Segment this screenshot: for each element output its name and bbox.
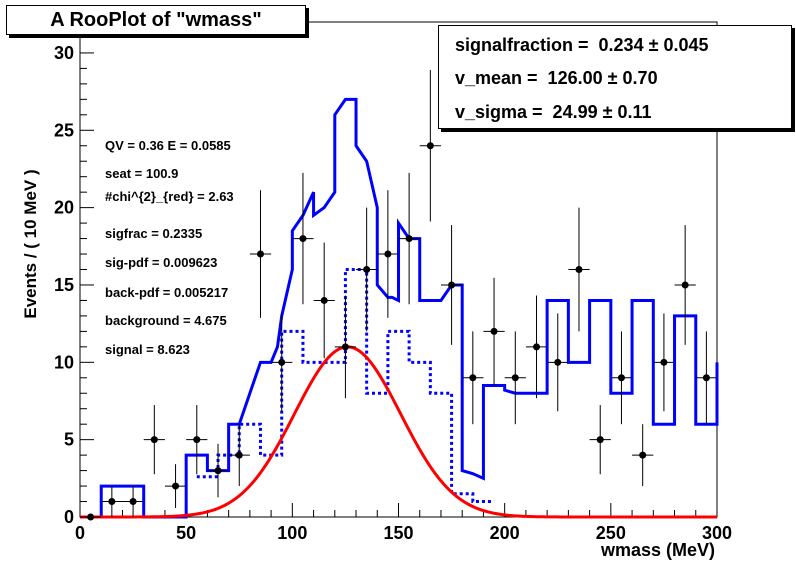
signal-curve-series bbox=[80, 345, 717, 519]
data-point bbox=[398, 172, 420, 305]
stat-sig-pdf: sig-pdf = 0.009623 bbox=[105, 255, 218, 270]
y-tick-label: 20 bbox=[54, 198, 74, 218]
data-point bbox=[207, 443, 229, 498]
param-v-mean: v_mean = 126.00 ± 0.70 bbox=[455, 68, 658, 89]
plot-title-box: A RooPlot of "wmass" bbox=[6, 5, 306, 35]
data-point bbox=[143, 405, 165, 475]
data-point bbox=[122, 486, 144, 517]
data-point bbox=[419, 69, 441, 222]
stat-back-pdf: back-pdf = 0.005217 bbox=[105, 285, 229, 300]
stat-chi2: #chi^{2}_{red} = 2.63 bbox=[105, 189, 234, 204]
plus-minus-symbol: ± bbox=[607, 68, 618, 88]
data-point bbox=[504, 331, 526, 425]
data-point bbox=[271, 313, 293, 412]
data-point bbox=[695, 331, 717, 425]
y-tick-label: 30 bbox=[54, 43, 74, 63]
y-tick-label: 5 bbox=[64, 430, 74, 450]
x-tick-label: 250 bbox=[596, 523, 626, 543]
plus-minus-symbol: ± bbox=[648, 35, 659, 55]
param-signalfraction-error: 0.045 bbox=[663, 35, 709, 55]
data-point bbox=[462, 331, 484, 425]
data-point bbox=[334, 295, 357, 399]
x-axis-label: wmass (MeV) bbox=[600, 540, 715, 560]
x-tick-label: 50 bbox=[176, 523, 196, 543]
param-signalfraction: signalfraction = 0.234 ± 0.045 bbox=[455, 35, 709, 56]
data-point bbox=[610, 331, 633, 425]
plus-minus-symbol: ± bbox=[602, 102, 613, 122]
data-point bbox=[164, 464, 187, 508]
data-point bbox=[356, 207, 378, 332]
param-signalfraction-value: signalfraction = 0.234 bbox=[455, 35, 644, 55]
data-point bbox=[568, 207, 590, 332]
x-tick-label: 200 bbox=[490, 523, 520, 543]
plot-title: A RooPlot of "wmass" bbox=[50, 9, 262, 31]
data-point bbox=[377, 190, 399, 318]
background-component-series bbox=[196, 268, 495, 504]
param-v-sigma: v_sigma = 24.99 ± 0.11 bbox=[455, 102, 652, 123]
data-point bbox=[589, 405, 611, 475]
data-point bbox=[440, 225, 463, 345]
stat-background: background = 4.675 bbox=[105, 313, 227, 328]
y-tick-label: 15 bbox=[54, 275, 74, 295]
y-tick-label: 25 bbox=[54, 120, 74, 140]
data-point bbox=[186, 405, 208, 475]
data-point bbox=[228, 424, 250, 487]
x-tick-label: 300 bbox=[702, 523, 732, 543]
y-tick-label: 10 bbox=[54, 352, 74, 372]
x-tick-label: 150 bbox=[383, 523, 413, 543]
data-point bbox=[80, 513, 102, 521]
fit-parameters-box: signalfraction = 0.234 ± 0.045 v_mean = … bbox=[438, 25, 792, 129]
data-point bbox=[632, 424, 654, 487]
data-point bbox=[249, 190, 272, 318]
stat-sigfrac: sigfrac = 0.2335 bbox=[105, 226, 203, 241]
x-tick-label: 0 bbox=[75, 523, 85, 543]
data-point bbox=[101, 486, 123, 517]
x-tick-label: 100 bbox=[277, 523, 307, 543]
axis-ticks: 0 50 100 150 200 250 300 0 5 10 15 20 25 30 bbox=[54, 21, 732, 543]
data-point bbox=[483, 277, 505, 385]
param-v-mean-value: v_mean = 126.00 bbox=[455, 68, 603, 88]
stat-seat: seat = 100.9 bbox=[105, 166, 179, 181]
param-v-mean-error: 0.70 bbox=[622, 68, 658, 88]
data-points-series bbox=[80, 69, 717, 521]
y-axis-label: Events / ( 10 MeV ) bbox=[21, 169, 40, 318]
stat-qv: QV = 0.36 E = 0.0585 bbox=[105, 138, 231, 153]
param-v-sigma-error: 0.11 bbox=[617, 102, 652, 122]
stat-signal: signal = 8.623 bbox=[105, 342, 190, 357]
background-component-line bbox=[196, 268, 495, 504]
signal-curve-line bbox=[80, 345, 717, 519]
data-point bbox=[525, 295, 548, 399]
y-tick-label: 0 bbox=[64, 507, 74, 527]
param-v-sigma-value: v_sigma = 24.99 bbox=[455, 102, 598, 122]
data-point bbox=[674, 225, 696, 345]
data-point bbox=[653, 313, 675, 412]
data-point bbox=[547, 313, 569, 412]
data-point bbox=[313, 242, 335, 359]
data-point bbox=[292, 172, 314, 305]
